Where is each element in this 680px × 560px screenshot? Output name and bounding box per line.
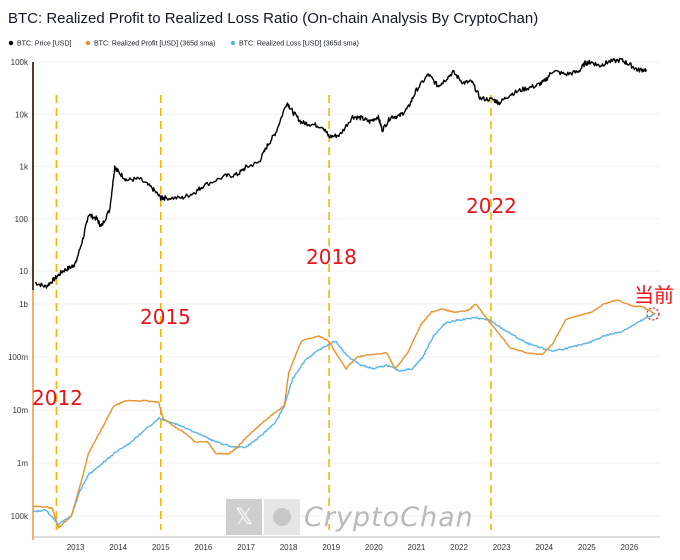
price-line [35,57,648,289]
top-y-tick-label: 100 [15,215,29,224]
bottom-y-tick-label: 100k [11,512,29,521]
x-tick-label: 2014 [109,543,127,552]
x-tick-label: 2013 [67,543,85,552]
bottom-y-tick-label: 1b [19,300,28,309]
legend: BTC: Price [USD] BTC: Realized Profit [U… [8,40,359,48]
top-y-tick-label: 10 [19,267,28,276]
annotation-label: 2022 [466,194,517,218]
x-tick-label: 2021 [408,543,426,552]
annotation-label: 2012 [32,386,83,410]
x-tick-label: 2015 [152,543,170,552]
x-tick-label: 2023 [493,543,511,552]
x-logo-icon [226,499,262,535]
top-y-tick-label: 1k [20,163,29,172]
legend-label-loss: BTC: Realized Loss [USD] (365d sma) [239,41,359,48]
x-tick-label: 2016 [195,543,213,552]
watermark: 𝕏 CryptoChan [226,499,474,535]
bottom-y-tick-label: 10m [12,406,28,415]
legend-dot-profit [85,40,91,46]
year-markers [55,95,492,530]
legend-label-price: BTC: Price [USD] [17,41,72,48]
axes: 2013 2014 2015 2016 2017 2018 2019 2020 2021 2022… [8,58,660,552]
x-tick-label: 2022 [450,543,468,552]
x-tick-label: 2025 [578,543,596,552]
top-y-tick-label: 10k [15,110,29,119]
legend-dot-price [8,40,14,46]
bottom-y-tick-label: 1m [17,459,28,468]
current-marker-circle [646,307,660,321]
legend-label-profit: BTC: Realized Profit [USD] (365d sma) [94,41,215,48]
gridlines [33,61,660,517]
watermark-text: CryptoChan [304,502,474,533]
annotation-label: 2018 [306,245,357,269]
bottom-y-tick-label: 100m [8,353,28,362]
series [32,57,656,529]
x-logo-glyph: 𝕏 [235,505,253,530]
x-tick-label: 2026 [621,543,639,552]
x-tick-label: 2019 [322,543,340,552]
realized-profit-line [32,299,656,529]
annotations: 2012 2015 2018 2022 当前 [32,194,674,410]
x-tick-label: 2017 [237,543,255,552]
avatar-face [273,508,291,526]
top-y-tick-label: 100k [11,58,29,67]
chart-title: BTC: Realized Profit to Realized Loss Ra… [8,10,538,27]
legend-dot-loss [230,40,236,46]
x-tick-label: 2018 [280,543,298,552]
annotation-label: 当前 [634,283,674,307]
x-tick-label: 2024 [535,543,553,552]
x-tick-label: 2020 [365,543,383,552]
annotation-label: 2015 [140,305,191,329]
realized-loss-line [32,313,656,526]
